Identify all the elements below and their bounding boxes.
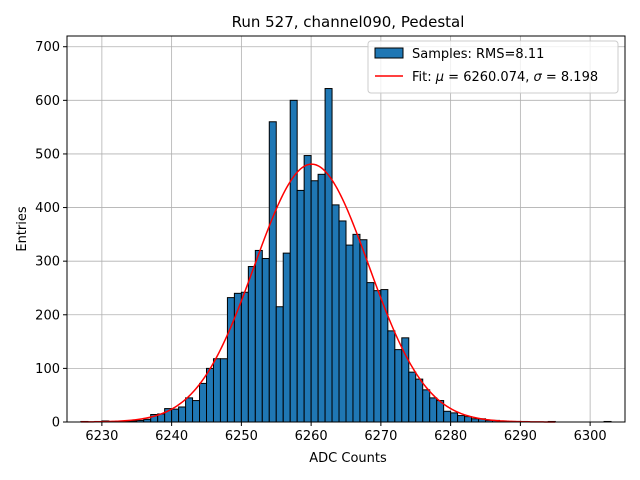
- histogram-bar: [185, 397, 194, 423]
- histogram-bar: [171, 408, 180, 423]
- legend-box: [367, 40, 619, 94]
- gaussian-fit-curve: [80, 163, 556, 423]
- histogram-bar: [289, 99, 298, 423]
- histogram-bar: [303, 155, 312, 423]
- x-tick-label: 6300: [574, 429, 607, 444]
- histogram-bar: [219, 358, 228, 423]
- histogram-bar: [450, 412, 459, 423]
- plot-frame: [66, 35, 626, 423]
- histogram-bar: [212, 358, 221, 423]
- histogram-bar: [233, 292, 242, 423]
- x-axis-ticks: 6230 6240 6250 6260 6270 6280 6290 6300: [85, 422, 607, 444]
- x-tick-label: 6240: [155, 429, 188, 444]
- y-tick-label: 0: [52, 416, 60, 431]
- legend: Samples: RMS=8.11 Fit: μ = 6260.074, σ =…: [367, 40, 619, 94]
- y-tick-label: 200: [35, 308, 60, 323]
- histogram-bar: [178, 406, 187, 423]
- x-tick-label: 6230: [85, 429, 118, 444]
- histogram-bar: [331, 204, 340, 423]
- y-tick-label: 500: [35, 147, 60, 162]
- histogram-bar: [408, 371, 417, 423]
- histogram-bar: [366, 282, 375, 423]
- histogram-bar: [415, 378, 424, 423]
- histogram-bar: [199, 382, 207, 423]
- histogram-bar: [443, 410, 452, 423]
- histogram-bar: [296, 189, 305, 423]
- histogram-bar: [464, 416, 473, 423]
- y-tick-label: 700: [35, 40, 60, 55]
- y-axis-label: Entries: [15, 206, 30, 252]
- y-tick-label: 300: [35, 255, 60, 270]
- histogram-bar: [240, 291, 249, 423]
- x-tick-label: 6280: [434, 429, 467, 444]
- histogram-bar: [380, 289, 389, 423]
- histogram-bar: [345, 244, 354, 423]
- x-tick-label: 6250: [225, 429, 258, 444]
- histogram-bar: [394, 349, 403, 423]
- histogram-bar: [387, 330, 396, 423]
- legend-label-samples: Samples: RMS=8.11: [412, 47, 544, 62]
- histogram-bar: [373, 290, 382, 423]
- histogram-bar: [457, 415, 466, 423]
- histogram-bar: [359, 239, 368, 423]
- x-tick-label: 6290: [504, 429, 537, 444]
- legend-swatch-samples: [374, 47, 404, 59]
- histogram-bar: [268, 121, 277, 423]
- legend-label-fit: Fit: μ = 6260.074, σ = 8.198: [412, 70, 598, 85]
- histogram-bar: [206, 367, 214, 423]
- x-tick-label: 6260: [295, 429, 328, 444]
- histogram-bar: [192, 400, 201, 423]
- histogram-bar: [338, 220, 347, 423]
- y-tick-label: 400: [35, 201, 60, 216]
- histogram-bar: [310, 180, 319, 423]
- fit-curve-group: [80, 163, 556, 423]
- x-axis-label: ADC Counts: [309, 451, 387, 466]
- chart-title: Run 527, channel090, Pedestal: [232, 13, 465, 31]
- y-axis-ticks: 0 100 200 300 400 500 600 700: [35, 40, 67, 431]
- y-tick-label: 100: [35, 362, 60, 377]
- histogram-bars: [80, 88, 612, 423]
- x-tick-label: 6270: [364, 429, 397, 444]
- histogram-bar: [324, 88, 333, 423]
- histogram-bar: [429, 397, 438, 423]
- histogram-bar: [352, 233, 361, 423]
- histogram-bar: [254, 249, 263, 423]
- histogram-bar: [317, 173, 326, 423]
- histogram-bar: [247, 266, 256, 423]
- histogram-bar: [422, 389, 431, 423]
- histogram-bar: [261, 257, 270, 423]
- y-tick-label: 600: [35, 94, 60, 109]
- histogram-bar: [226, 297, 235, 423]
- histogram-bar: [275, 306, 284, 423]
- histogram-bar: [282, 252, 291, 423]
